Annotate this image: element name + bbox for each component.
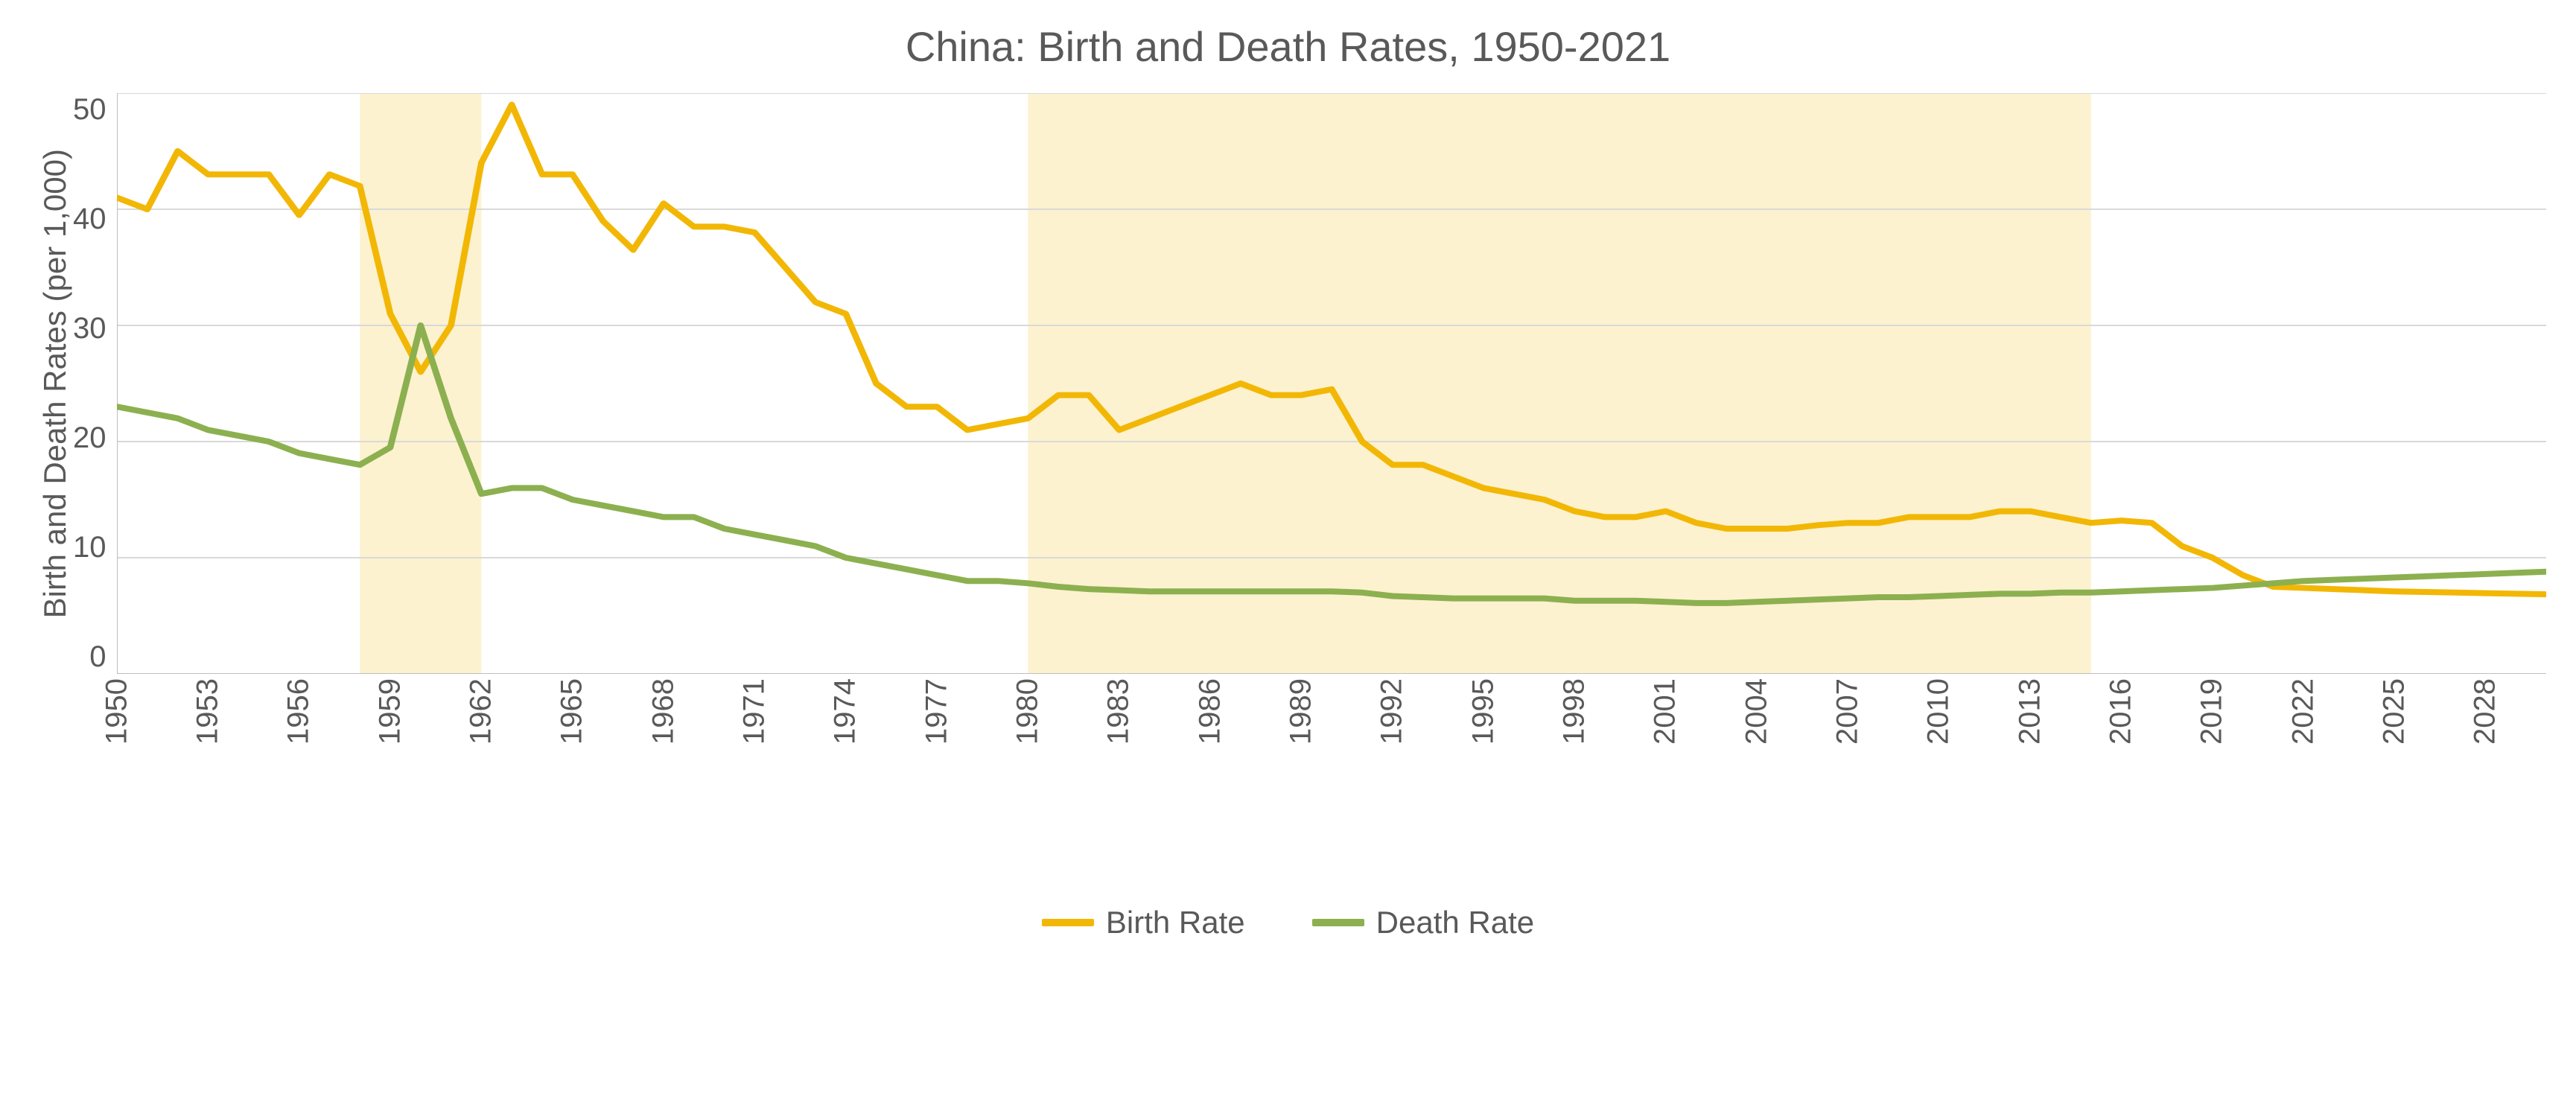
plot-area — [117, 93, 2547, 674]
x-tick: 2028 — [2469, 678, 2502, 745]
highlight-band — [1028, 93, 2090, 674]
y-tick: 20 — [73, 421, 106, 455]
x-tick: 2004 — [1740, 678, 1773, 745]
x-tick: 1959 — [373, 678, 407, 745]
x-tick: 2010 — [1922, 678, 1956, 745]
x-tick: 1953 — [191, 678, 224, 745]
x-axis-ticks: 1950195319561959196219651968197119741977… — [117, 678, 2547, 783]
x-tick: 1974 — [829, 678, 862, 745]
x-tick: 1971 — [737, 678, 771, 745]
chart-container: China: Birth and Death Rates, 1950-2021 … — [0, 0, 2576, 955]
y-axis-label: Birth and Death Rates (per 1,000) — [30, 149, 73, 618]
legend-label: Death Rate — [1376, 905, 1534, 940]
x-tick: 1962 — [464, 678, 497, 745]
x-tick: 1965 — [556, 678, 589, 745]
legend-item: Death Rate — [1312, 905, 1534, 940]
legend-swatch — [1042, 919, 1094, 926]
x-tick: 2019 — [2195, 678, 2229, 745]
x-tick: 2022 — [2286, 678, 2320, 745]
x-tick: 2007 — [1831, 678, 1865, 745]
chart-area: Birth and Death Rates (per 1,000) 50 40 30… — [30, 93, 2546, 674]
y-tick: 10 — [73, 531, 106, 564]
y-tick: 30 — [73, 312, 106, 346]
highlight-band — [360, 93, 481, 674]
plot-svg — [117, 93, 2547, 674]
x-axis-row: . 50403020100 19501953195619591962196519… — [30, 674, 2546, 875]
legend-label: Birth Rate — [1106, 905, 1245, 940]
x-tick: 1980 — [1011, 678, 1044, 745]
legend: Birth Rate Death Rate — [30, 905, 2546, 940]
x-tick: 1998 — [1558, 678, 1591, 745]
y-tick: 40 — [73, 203, 106, 236]
x-tick: 1995 — [1466, 678, 1500, 745]
y-axis-ticks: 50 40 30 20 10 0 — [73, 93, 117, 674]
x-tick: 2001 — [1649, 678, 1682, 745]
legend-item: Birth Rate — [1042, 905, 1245, 940]
x-tick: 2025 — [2378, 678, 2411, 745]
legend-swatch — [1312, 919, 1364, 926]
x-tick: 2013 — [2013, 678, 2047, 745]
x-tick: 1983 — [1102, 678, 1136, 745]
x-tick: 1986 — [1193, 678, 1227, 745]
y-tick: 0 — [89, 640, 106, 674]
x-tick: 1977 — [920, 678, 953, 745]
x-tick: 2016 — [2105, 678, 2138, 745]
y-tick: 50 — [73, 93, 106, 127]
x-tick: 1956 — [282, 678, 316, 745]
x-tick: 1950 — [100, 678, 133, 745]
chart-title: China: Birth and Death Rates, 1950-2021 — [30, 22, 2546, 71]
x-tick: 1989 — [1284, 678, 1317, 745]
x-tick: 1968 — [646, 678, 680, 745]
x-tick: 1992 — [1376, 678, 1409, 745]
